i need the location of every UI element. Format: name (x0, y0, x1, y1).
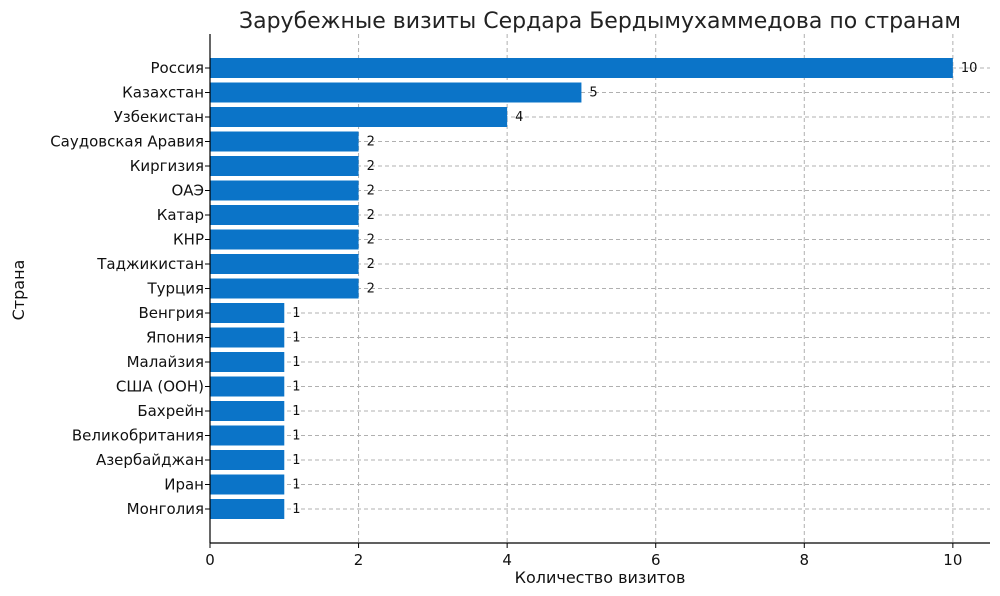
x-tick-label: 10 (943, 551, 962, 569)
data-label: 2 (367, 135, 375, 150)
bar (210, 107, 508, 127)
data-label: 2 (367, 282, 375, 297)
x-tick-label: 6 (651, 551, 661, 569)
x-axis-label: Количество визитов (515, 568, 686, 587)
data-label: 1 (292, 478, 300, 493)
bar (210, 82, 582, 103)
bar (210, 156, 359, 176)
category-label: КНР (173, 231, 204, 249)
category-label: Россия (151, 59, 205, 77)
data-label: 2 (367, 159, 375, 174)
ticks-layer: 0 2 4 6 8 10 (205, 67, 962, 569)
bar (210, 401, 285, 421)
y-axis-label: Страна (9, 260, 28, 321)
bar (210, 131, 359, 152)
category-label: США (ООН) (116, 378, 204, 396)
category-label: Монголия (127, 500, 204, 518)
category-label: Япония (146, 329, 204, 347)
bar (210, 254, 359, 274)
x-tick-label: 0 (205, 551, 215, 569)
data-label: 1 (292, 502, 300, 517)
category-label: Катар (157, 206, 204, 224)
data-label: 1 (292, 380, 300, 395)
bar (210, 303, 285, 323)
category-label: ОАЭ (171, 182, 204, 200)
data-label: 2 (367, 257, 375, 272)
chart-title: Зарубежные визиты Сердара Бердымухаммедо… (239, 9, 961, 34)
x-tick-label: 4 (502, 551, 512, 569)
category-label: Казахстан (122, 84, 204, 102)
category-label: Узбекистан (114, 108, 204, 126)
category-label: Иран (164, 476, 204, 494)
category-label: Великобритания (72, 427, 204, 445)
data-label: 2 (367, 233, 375, 248)
data-label: 2 (367, 184, 375, 199)
category-label: Венгрия (138, 304, 204, 322)
bar (210, 499, 285, 519)
category-label: Таджикистан (96, 255, 204, 273)
x-tick-label: 2 (354, 551, 364, 569)
data-label: 1 (292, 429, 300, 444)
bar (210, 352, 285, 372)
data-label: 1 (292, 355, 300, 370)
category-label: Азербайджан (96, 451, 204, 469)
data-label: 4 (515, 110, 523, 125)
data-label: 1 (292, 404, 300, 419)
category-label: Саудовская Аравия (50, 133, 204, 151)
labels-layer: Россия 10 Казахстан 5 Узбекистан 4 Саудовская … (50, 59, 977, 518)
bar (210, 180, 359, 201)
bar (210, 425, 285, 446)
bar (210, 278, 359, 299)
data-label: 2 (367, 208, 375, 223)
x-tick-label: 8 (800, 551, 810, 569)
bar (210, 205, 359, 225)
category-label: Малайзия (127, 353, 204, 371)
data-label: 1 (292, 453, 300, 468)
bar (210, 450, 285, 470)
data-label: 5 (589, 86, 597, 101)
data-label: 1 (292, 306, 300, 321)
bars-layer (210, 58, 953, 519)
bar (210, 229, 359, 250)
data-label: 10 (961, 61, 978, 76)
category-label: Бахрейн (137, 402, 204, 420)
category-label: Киргизия (130, 157, 204, 175)
bar (210, 58, 953, 78)
category-label: Турция (146, 280, 204, 298)
bar (210, 327, 285, 348)
bar (210, 474, 285, 495)
data-label: 1 (292, 331, 300, 346)
bar (210, 376, 285, 397)
